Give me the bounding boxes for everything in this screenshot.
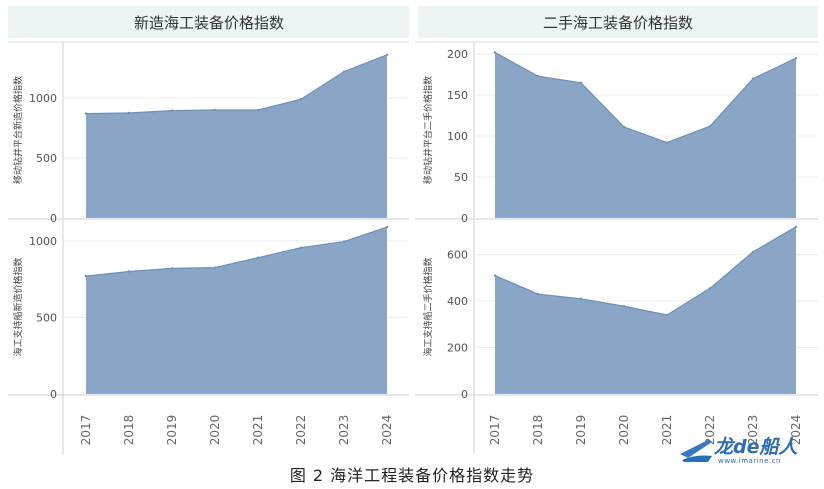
x-tick-label: 2017 [79, 415, 93, 446]
data-point [170, 109, 174, 112]
y-tick-label: 50 [454, 171, 468, 184]
x-tick-label: 2021 [251, 415, 265, 446]
x-tick-label: 2019 [165, 415, 179, 446]
data-point [84, 112, 88, 115]
series-line [494, 226, 797, 316]
y-axis-title: 移动钻井平台新造价格指数 [12, 76, 24, 184]
panel-title: 新造海工装备价格指数 [134, 14, 284, 32]
y-axis-title: 海工支持船二手价格指数 [422, 257, 434, 356]
figure-caption: 图 2 海洋工程装备价格指数走势 [289, 466, 535, 485]
panel-title: 二手海工装备价格指数 [543, 14, 693, 32]
y-tick-label: 600 [447, 249, 468, 262]
x-tick-label: 2024 [380, 415, 394, 446]
x-tick-label: 2023 [337, 415, 351, 446]
data-point [751, 250, 755, 254]
series-line [494, 51, 797, 144]
data-point [579, 81, 583, 85]
y-tick-label: 1000 [29, 92, 57, 105]
data-point [213, 108, 217, 112]
data-point [794, 225, 798, 228]
data-point [127, 111, 131, 115]
data-point [665, 141, 669, 144]
data-point [536, 292, 540, 296]
y-tick-label: 200 [447, 48, 468, 61]
series-area [86, 54, 387, 218]
data-point [708, 125, 712, 128]
data-point [170, 267, 174, 270]
x-tick-label: 2023 [746, 415, 760, 446]
data-point [213, 266, 217, 269]
y-tick-label: 0 [50, 388, 57, 401]
data-point [794, 57, 798, 60]
data-point [665, 313, 669, 317]
ship-icon [680, 440, 712, 462]
series-area [86, 227, 387, 394]
data-point [256, 256, 260, 259]
y-tick-label: 0 [461, 212, 468, 225]
data-point [493, 274, 497, 277]
data-point [385, 225, 389, 229]
panel-header-bg [8, 6, 410, 38]
x-tick-label: 2022 [294, 415, 308, 446]
y-axis-title: 移动钻井平台二手价格指数 [422, 76, 434, 184]
data-point [579, 297, 583, 300]
data-point [342, 240, 346, 243]
data-point [622, 125, 626, 129]
data-point [708, 287, 712, 290]
data-point [299, 246, 303, 249]
data-point [84, 274, 88, 278]
x-tick-label: 2018 [531, 415, 545, 446]
data-point [385, 53, 389, 56]
x-tick-label: 2018 [122, 415, 136, 446]
series-line [85, 54, 388, 115]
y-tick-label: 400 [447, 295, 468, 308]
data-point [127, 270, 131, 273]
y-axis-title: 海工支持船新造价格指数 [12, 257, 24, 356]
watermark-text: 龙de船人 [714, 436, 798, 458]
y-tick-label: 500 [36, 311, 57, 324]
data-point [622, 305, 626, 308]
panel-0: 0 500 1000 移动钻井平台新造价格指数 [12, 42, 408, 225]
x-tick-label: 2020 [208, 415, 222, 446]
data-point [536, 75, 540, 78]
watermark-url: www.imarine.cn [718, 457, 781, 465]
y-tick-label: 1000 [29, 235, 57, 248]
series-area [495, 226, 796, 394]
panel-2: 0 500 1000 海工支持船新造价格指数 [12, 220, 408, 454]
panel-3: 0 200 400 600 海工支持船二手价格指数 [422, 220, 818, 454]
data-point [256, 108, 260, 112]
y-tick-label: 150 [447, 89, 468, 102]
data-point [493, 51, 497, 54]
panel-header-bg [418, 6, 818, 38]
data-point [342, 70, 346, 73]
x-tick-label: 2024 [789, 415, 803, 446]
watermark-logo: 龙de船人 www.imarine.cn [678, 432, 804, 466]
series-line [85, 226, 388, 277]
data-point [751, 77, 755, 80]
y-tick-label: 0 [461, 388, 468, 401]
x-tick-label: 2019 [574, 415, 588, 446]
y-tick-label: 200 [447, 342, 468, 355]
x-tick-label: 2021 [660, 415, 674, 446]
x-tick-label: 2020 [617, 415, 631, 446]
data-point [299, 98, 303, 101]
y-tick-label: 100 [447, 130, 468, 143]
x-tick-label: 2017 [488, 415, 502, 446]
x-tick-label: 2022 [703, 415, 717, 446]
panel-1: 0 50 100 150 200 移动钻井平台二手价格指数 [422, 42, 818, 225]
y-tick-label: 0 [50, 212, 57, 225]
y-tick-label: 500 [36, 152, 57, 165]
chart-figure: 新造海工装备价格指数 二手海工装备价格指数 05001000移动钻井平台新造价格指… [8, 6, 818, 455]
